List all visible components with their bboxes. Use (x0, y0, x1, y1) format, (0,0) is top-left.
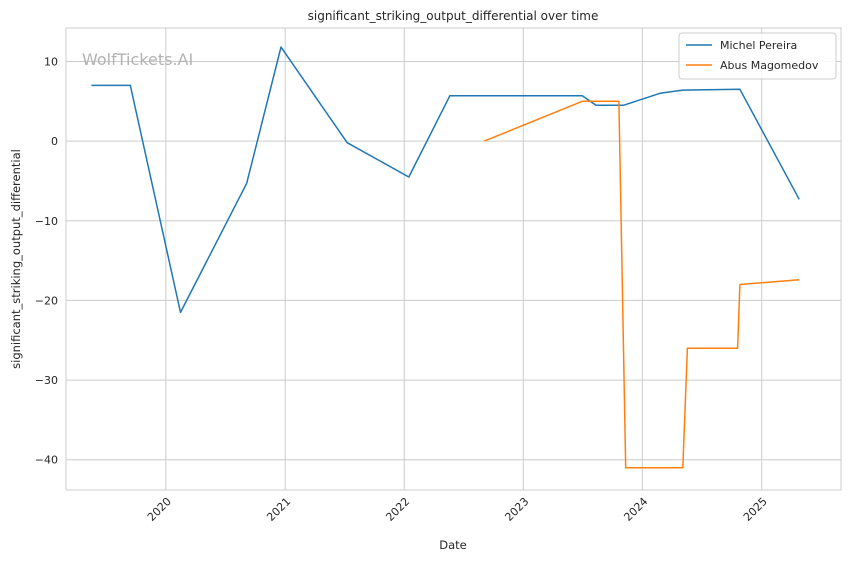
legend-label-michel-pereira: Michel Pereira (720, 39, 797, 52)
watermark: WolfTickets.AI (82, 50, 193, 69)
series-line-michel-pereira (91, 46, 800, 314)
x-tick-label: 2022 (383, 495, 412, 524)
x-tick-labels: 2020 2021 2022 2023 2024 2025 (145, 495, 770, 524)
y-axis-label: significant_striking_output_differential (9, 149, 23, 369)
y-tick-label: −40 (35, 454, 58, 467)
legend-label-abus-magomedov: Abus Magomedov (720, 59, 819, 72)
y-tick-label: 10 (44, 55, 58, 68)
x-tick-label: 2021 (264, 495, 293, 524)
y-tick-label: −10 (35, 215, 58, 228)
legend: Michel Pereira Abus Magomedov (678, 32, 837, 80)
series-line-abus-magomedov (483, 100, 800, 469)
grid (66, 28, 841, 490)
x-tick-label: 2024 (621, 495, 650, 524)
y-tick-label: −20 (35, 294, 58, 307)
x-axis-label: Date (439, 538, 467, 552)
y-tick-label: −30 (35, 374, 58, 387)
chart-title: significant_striking_output_differential… (308, 9, 599, 23)
x-tick-label: 2020 (145, 495, 174, 524)
series-layer (91, 46, 800, 469)
y-tick-label: 0 (51, 135, 58, 148)
x-tick-label: 2025 (741, 495, 770, 524)
plot-frame (65, 27, 842, 491)
x-tick-label: 2023 (502, 495, 531, 524)
legend-box (678, 32, 837, 80)
y-tick-labels: 10 0 −10 −20 −30 −40 (35, 55, 58, 466)
plot-background (66, 28, 841, 490)
